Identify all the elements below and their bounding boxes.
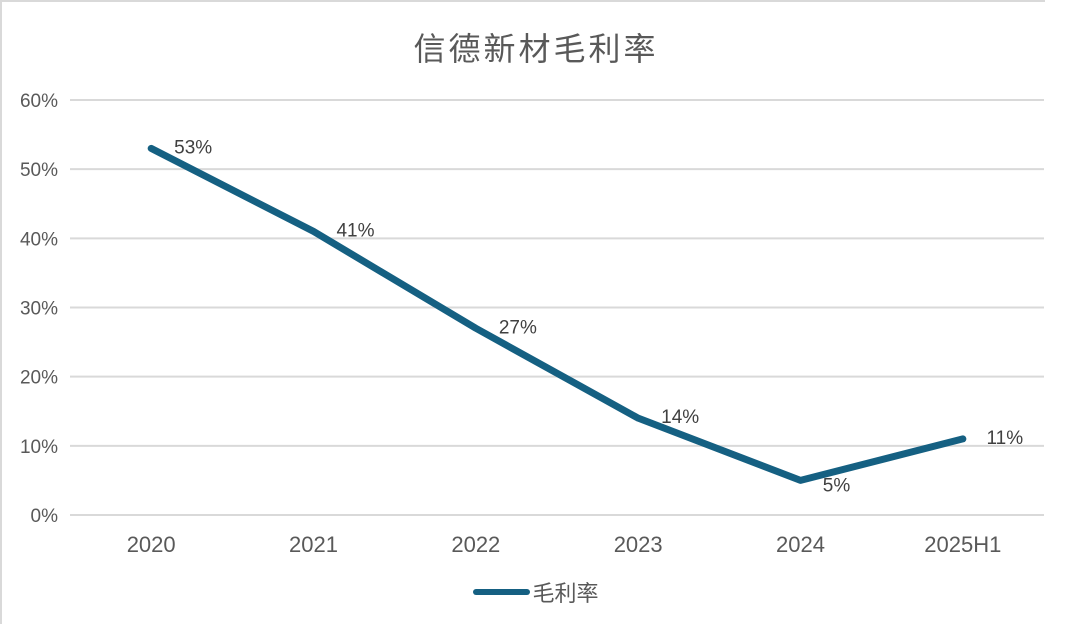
y-tick-label: 60% [20, 91, 58, 112]
x-tick-label: 2025H1 [924, 532, 1001, 557]
x-tick-label: 2023 [614, 532, 663, 557]
chart-title: 信德新材毛利率 [413, 31, 659, 67]
data-label: 14% [661, 407, 699, 428]
y-tick-label: 10% [20, 437, 58, 458]
data-label: 27% [499, 317, 537, 338]
x-tick-label: 2024 [776, 532, 825, 557]
y-tick-label: 30% [20, 299, 58, 320]
y-tick-label: 40% [20, 229, 58, 250]
y-tick-label: 20% [20, 368, 58, 389]
chart-border-left [0, 0, 2, 624]
chart-border-top [0, 0, 1045, 2]
data-label: 11% [987, 428, 1024, 449]
legend: 毛利率 [0, 576, 1072, 608]
series-line [147, 144, 967, 484]
data-label: 41% [336, 220, 374, 241]
data-label: 53% [174, 137, 212, 158]
x-tick-label: 2022 [451, 532, 500, 557]
x-tick-label: 2020 [127, 532, 176, 557]
y-tick-label: 50% [20, 160, 58, 181]
legend-line-swatch [473, 589, 531, 595]
legend-series-label: 毛利率 [532, 581, 599, 606]
data-label: 5% [823, 475, 851, 496]
x-tick-label: 2021 [289, 532, 338, 557]
y-tick-label: 0% [31, 506, 59, 527]
